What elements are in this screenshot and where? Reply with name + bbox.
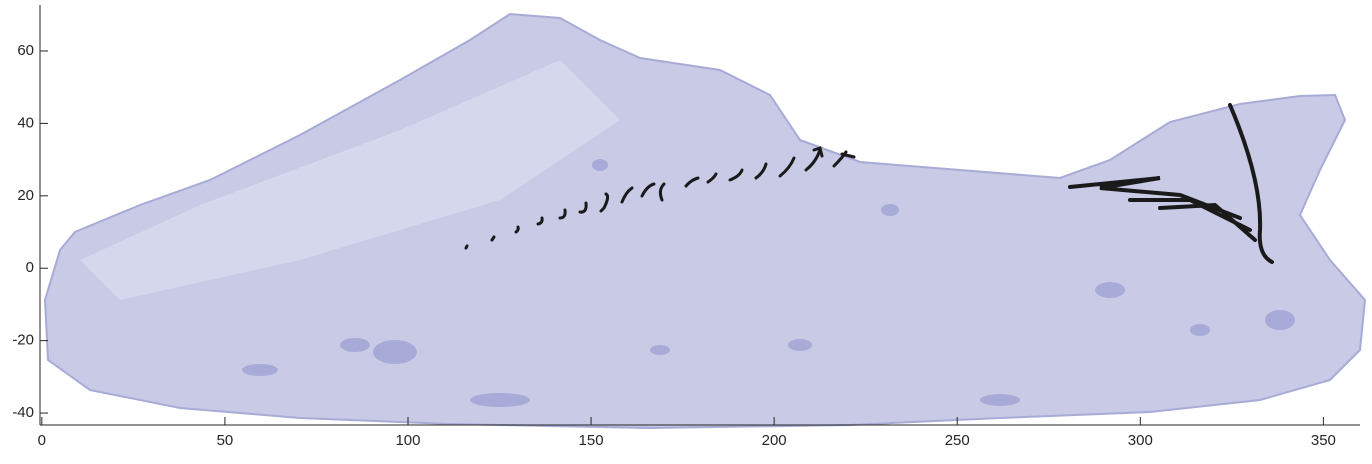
rendered-surface: [43, 12, 1367, 430]
x-tick-label: 150: [579, 432, 604, 449]
x-tick-label: 250: [945, 432, 970, 449]
y-tick-label: -40: [12, 404, 34, 421]
x-tick-label: 50: [217, 432, 234, 449]
y-tick-label: 40: [17, 114, 34, 131]
body-outline: [43, 12, 1367, 430]
x-tick-label: 300: [1128, 432, 1153, 449]
texture: [242, 159, 1295, 407]
x-tick-label: 200: [762, 432, 787, 449]
y-tick-label: 60: [17, 42, 34, 59]
x-tick-label: 100: [395, 432, 420, 449]
body-shading: [80, 60, 620, 300]
y-tick-label: 0: [26, 259, 34, 276]
y-tick-label: -20: [12, 332, 34, 349]
tail-marks: [1068, 103, 1274, 264]
x-tick-label: 0: [38, 432, 46, 449]
y-tick-label: 20: [17, 187, 34, 204]
x-tick-label: 350: [1311, 432, 1336, 449]
axes: 0 50 100 150 200 250 300 350 -40 -20 0 20 40 60: [12, 5, 1360, 449]
spine-marks: [464, 146, 856, 250]
